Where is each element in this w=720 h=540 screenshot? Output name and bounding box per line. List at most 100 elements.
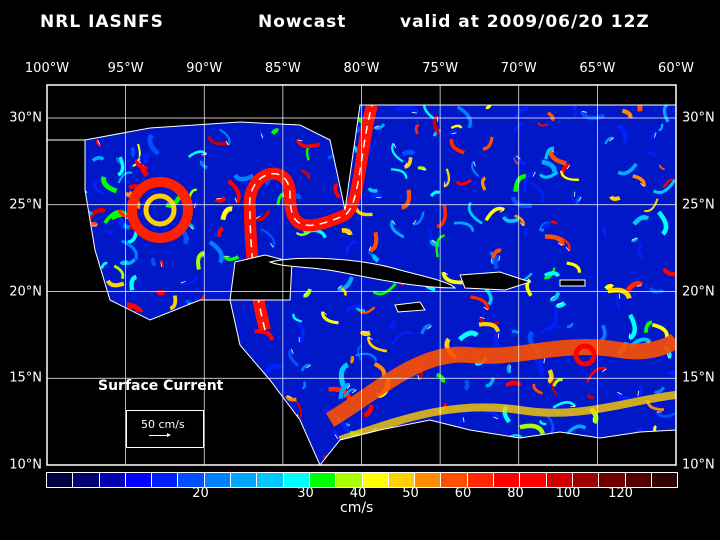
current-streak [292,313,303,323]
current-streak [547,369,554,384]
current-streak [647,151,658,158]
reference-vector-box: 50 cm/s [126,410,204,448]
current-streak [300,363,311,372]
current-vector [566,164,571,170]
current-streak [544,267,556,280]
current-streak [260,228,276,248]
current-streak [436,204,448,229]
colorbar [46,472,678,488]
colorbar-tick-label: 60 [454,486,472,501]
current-streak [552,401,577,409]
current-streak [147,133,160,156]
current-streak [104,228,114,235]
current-streak [101,176,118,194]
current-streak [471,160,480,178]
current-streak [169,295,178,311]
current-vector [516,155,521,160]
current-vector [255,215,261,219]
current-streak [103,209,126,224]
current-streak [651,130,657,140]
colorbar-tick-label: 40 [349,486,367,501]
current-streak [395,105,419,115]
current-streak [220,206,233,221]
lon-label: 85°W [264,61,301,76]
colorbar-bin [546,473,573,487]
colorbar-bin [494,473,521,487]
current-streak [628,313,637,341]
current-streak [91,155,105,163]
current-streak [117,156,125,177]
current-streak [106,279,125,288]
current-streak [653,386,666,394]
current-vector [287,395,292,398]
current-vector [543,358,546,364]
lon-label: 100°W [24,61,70,76]
current-vector [322,311,327,315]
current-streak [159,259,165,268]
current-streak [343,388,357,398]
current-streak [100,261,108,269]
current-streak [372,253,380,263]
current-streak [303,288,312,298]
current-streak [359,330,371,337]
hispaniola [459,271,532,291]
colorbar-bin [599,473,626,487]
current-streak [489,251,496,265]
current-vector [362,330,368,333]
current-streak [344,240,358,256]
colorbar-tick-label: 120 [608,486,633,501]
current-streak [412,211,425,226]
current-vector [189,225,194,230]
colorbar-bin [152,473,179,487]
current-streak [196,250,205,270]
current-streak [135,159,148,171]
current-streak [417,166,427,171]
current-streak [139,152,147,160]
colorbar-bin [388,473,416,487]
current-vector [443,181,446,187]
caribbean-eddy [573,343,597,367]
current-streak [662,267,676,277]
current-vectors [248,104,373,331]
current-streak [288,348,300,367]
field-label: Surface Current [98,378,224,394]
current-streak [490,248,502,259]
colorbar-bin [572,473,600,487]
colorbar-tick-label: 50 [402,486,419,501]
current-vector [160,261,163,267]
current-vector [420,168,426,171]
current-streak [621,108,633,119]
current-streak [363,404,374,418]
current-streak [529,181,545,203]
caribbean-current-south [338,391,676,444]
current-streak [429,190,441,198]
colorbar-bin [362,473,389,487]
current-streak [511,329,520,335]
current-streak [227,179,241,204]
current-streak [484,206,505,222]
current-streak [258,128,265,139]
current-streak [432,115,441,135]
current-streak [566,261,581,273]
current-streak [524,226,529,237]
current-vector [498,256,501,262]
current-streak [519,423,546,435]
current-vector [337,285,343,289]
current-streak [513,122,525,132]
current-streak [539,420,547,426]
current-vector [497,333,500,339]
forecast-type: Nowcast [258,12,347,32]
lat-label: 20°N [9,284,42,299]
lon-label: 80°W [343,61,380,76]
current-vector [201,153,207,156]
current-vector [550,295,555,300]
current-streak [513,106,529,120]
current-streak [643,198,659,213]
current-streak [615,391,631,401]
current-vector [462,417,465,423]
current-vector [493,416,499,420]
current-streak [559,170,579,181]
current-vector [431,239,437,244]
current-streak [368,192,384,201]
product-title: NRL IASNFS [40,12,164,32]
